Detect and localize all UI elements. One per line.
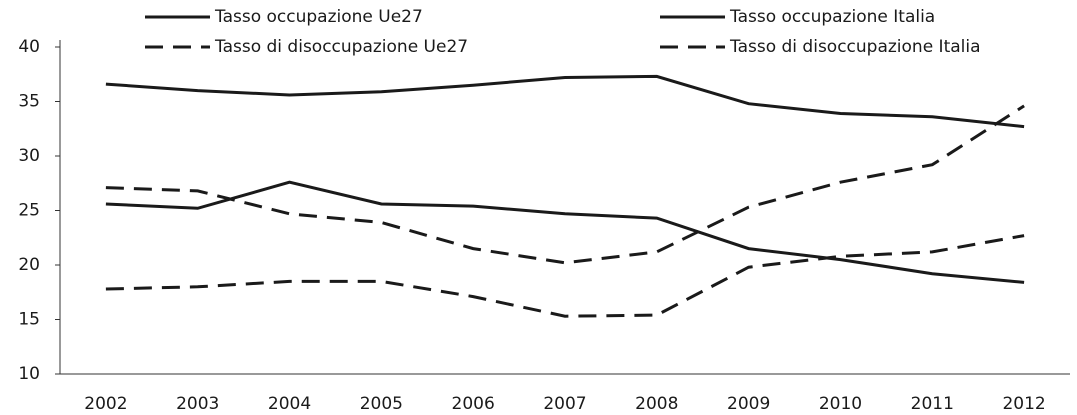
y-tick-label: 30 <box>18 146 40 166</box>
y-tick-label: 15 <box>18 310 40 330</box>
series-line <box>105 180 1025 284</box>
x-tick-label: 2007 <box>543 394 586 414</box>
series-line <box>105 104 1025 265</box>
y-tick-label: 40 <box>18 37 40 57</box>
x-tick-label: 2011 <box>911 394 954 414</box>
x-tick-label: 2010 <box>819 394 862 414</box>
x-tick-label: 2006 <box>452 394 495 414</box>
x-tick-label: 2009 <box>727 394 770 414</box>
series-line <box>105 234 1025 318</box>
x-tick-label: 2003 <box>176 394 219 414</box>
legend-label: Tasso occupazione Ue27 <box>214 7 423 27</box>
x-tick-label: 2012 <box>1002 394 1045 414</box>
x-tick-label: 2005 <box>360 394 403 414</box>
series-line <box>105 74 1025 129</box>
y-tick-label: 35 <box>18 92 40 112</box>
y-tick-label: 20 <box>18 255 40 275</box>
legend-label: Tasso occupazione Italia <box>729 7 935 27</box>
x-tick-label: 2004 <box>268 394 311 414</box>
legend-label: Tasso di disoccupazione Ue27 <box>214 37 468 57</box>
legend-label: Tasso di disoccupazione Italia <box>729 37 981 57</box>
y-tick-label: 10 <box>18 364 40 384</box>
x-tick-label: 2002 <box>84 394 127 414</box>
y-tick-label: 25 <box>18 201 40 221</box>
x-tick-label: 2008 <box>635 394 678 414</box>
